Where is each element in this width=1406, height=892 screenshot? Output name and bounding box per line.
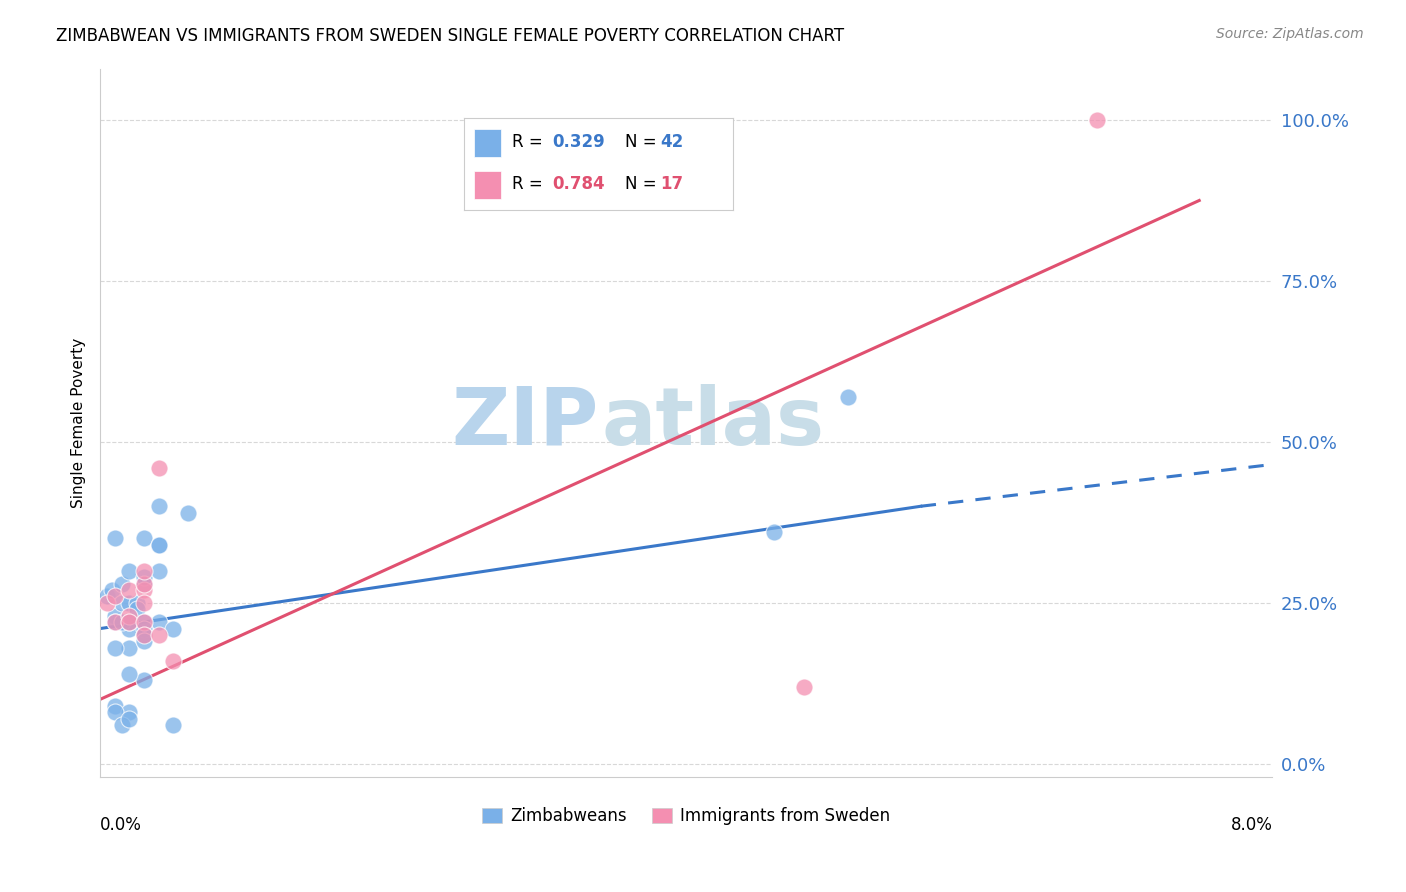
Point	[104, 532, 127, 546]
Point	[111, 596, 134, 610]
Legend: Zimbabweans, Immigrants from Sweden: Zimbabweans, Immigrants from Sweden	[475, 801, 897, 832]
Point	[118, 712, 141, 726]
Point	[132, 634, 155, 648]
Point	[125, 602, 148, 616]
Point	[111, 615, 134, 629]
Point	[162, 654, 184, 668]
Point	[118, 666, 141, 681]
Point	[104, 615, 127, 629]
Point	[104, 608, 127, 623]
Point	[148, 500, 170, 514]
Point	[132, 570, 155, 584]
Point	[118, 615, 141, 629]
Point	[148, 538, 170, 552]
Point	[132, 615, 155, 629]
Point	[132, 628, 155, 642]
Point	[104, 590, 127, 604]
Point	[96, 596, 118, 610]
Text: Source: ZipAtlas.com: Source: ZipAtlas.com	[1216, 27, 1364, 41]
Y-axis label: Single Female Poverty: Single Female Poverty	[72, 337, 86, 508]
Point	[132, 628, 155, 642]
Point	[96, 590, 118, 604]
Point	[118, 615, 141, 629]
Point	[132, 615, 155, 629]
Point	[837, 390, 859, 404]
Point	[118, 596, 141, 610]
Point	[101, 582, 124, 597]
Point	[118, 615, 141, 629]
Text: 0.0%: 0.0%	[100, 815, 142, 833]
Point	[148, 615, 170, 629]
Point	[111, 718, 134, 732]
Point	[111, 576, 134, 591]
Point	[132, 622, 155, 636]
Point	[148, 564, 170, 578]
Point	[148, 628, 170, 642]
Point	[132, 673, 155, 687]
Text: ZIP: ZIP	[451, 384, 599, 461]
Point	[148, 460, 170, 475]
Point	[132, 576, 155, 591]
Point	[104, 705, 127, 719]
Point	[132, 564, 155, 578]
Point	[118, 622, 141, 636]
Point	[104, 615, 127, 629]
Point	[118, 564, 141, 578]
Point	[177, 506, 200, 520]
Point	[132, 582, 155, 597]
Point	[104, 640, 127, 655]
Text: atlas: atlas	[602, 384, 825, 461]
Text: ZIMBABWEAN VS IMMIGRANTS FROM SWEDEN SINGLE FEMALE POVERTY CORRELATION CHART: ZIMBABWEAN VS IMMIGRANTS FROM SWEDEN SIN…	[56, 27, 845, 45]
Point	[162, 718, 184, 732]
Point	[148, 538, 170, 552]
Point	[118, 608, 141, 623]
Point	[132, 576, 155, 591]
Point	[118, 582, 141, 597]
Point	[125, 596, 148, 610]
Point	[104, 698, 127, 713]
Point	[132, 596, 155, 610]
Point	[793, 680, 815, 694]
Point	[132, 628, 155, 642]
Point	[763, 524, 786, 539]
Point	[118, 640, 141, 655]
Point	[118, 705, 141, 719]
Point	[1085, 113, 1108, 128]
Text: 8.0%: 8.0%	[1230, 815, 1272, 833]
Point	[162, 622, 184, 636]
Point	[132, 532, 155, 546]
